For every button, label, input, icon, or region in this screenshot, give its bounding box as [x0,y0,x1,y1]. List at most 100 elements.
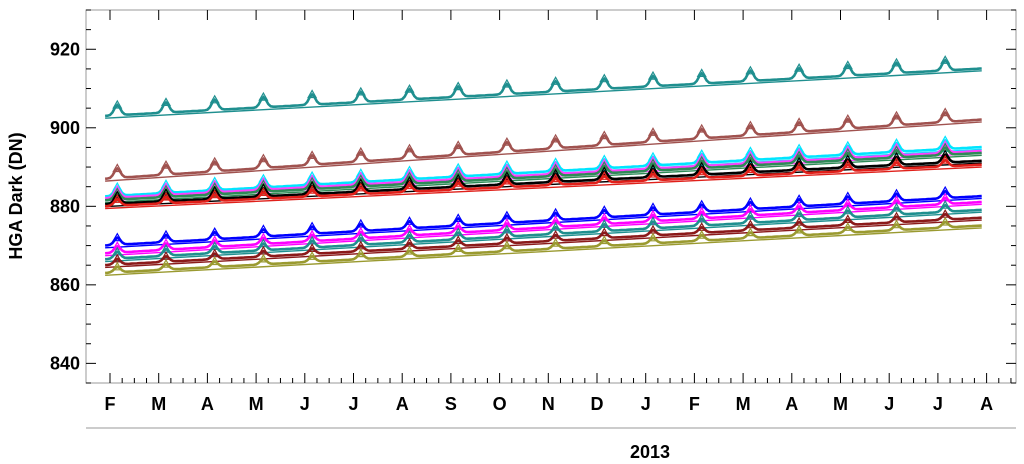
data-point-marker [696,68,707,77]
trend-line [105,203,982,257]
data-point-marker [160,159,172,169]
data-series-line [105,220,982,275]
trend-line [105,166,982,210]
data-point-marker [404,143,415,153]
data-point-marker [647,70,659,80]
data-series-line [104,143,982,200]
data-point-marker [501,136,512,146]
data-point-marker [307,184,318,194]
x-tick-label: M [736,394,751,414]
x-tick-label: N [542,394,555,414]
data-series-line [104,203,982,261]
data-series-line [104,58,982,118]
data-point-marker [745,65,756,75]
year-label: 2013 [630,442,670,462]
data-point-marker [696,166,707,176]
data-point-marker [647,168,659,178]
data-point-marker [209,226,220,236]
data-point-marker [794,224,805,234]
data-point-marker [940,107,951,117]
data-series-line [104,158,982,208]
data-point-marker [599,73,610,83]
data-point-marker [794,62,805,72]
trend-line [105,70,982,119]
data-point-marker [550,173,561,183]
plot-frame [85,9,1017,384]
data-point-marker [794,156,805,166]
trend-line [105,219,982,269]
data-point-marker [696,213,707,223]
data-series-line [104,138,982,198]
data-point-marker [550,237,561,247]
data-point-marker [501,240,512,250]
data-point-marker [891,151,902,161]
data-point-marker [112,261,123,271]
data-point-marker [112,99,123,109]
data-point-marker [745,120,756,130]
trend-line [105,211,982,263]
data-point-marker [794,161,805,171]
data-point-marker [258,253,269,263]
data-point-marker [160,191,172,201]
x-tick-label: F [689,394,700,414]
data-point-marker [599,130,610,140]
data-point-marker [307,251,318,260]
data-point-marker [550,76,561,85]
data-series-line [104,212,982,267]
x-tick-label: J [348,394,358,414]
data-point-marker [112,241,123,250]
x-tick-label: S [445,394,457,414]
data-point-marker [160,97,172,106]
data-point-marker [891,57,902,67]
data-point-marker [599,171,610,180]
x-tick-label: A [396,394,409,414]
data-point-marker [112,163,123,173]
data-point-marker [501,175,512,185]
data-point-marker [745,164,756,173]
data-series-line [104,110,982,181]
x-tick-label: J [641,394,651,414]
data-point-marker [647,127,659,136]
data-point-marker [404,245,415,255]
y-tick-label: 900 [50,118,80,138]
data-point-marker [891,110,902,120]
x-tick-label: A [201,394,214,414]
data-point-marker [501,166,512,176]
data-point-marker [355,146,366,156]
y-axis-label: HGA Dark (DN) [6,132,26,259]
data-point-marker [112,232,123,242]
data-point-marker [696,123,707,133]
data-point-marker [940,154,951,164]
data-point-marker [258,153,269,163]
data-point-marker [842,154,853,164]
data-point-marker [355,182,366,192]
data-point-marker [550,163,561,173]
data-point-marker [696,229,707,239]
data-point-marker [209,256,220,266]
data-point-marker [404,180,415,190]
series-layer [104,55,982,276]
data-point-marker [599,160,610,170]
x-tick-label: A [980,394,993,414]
data-point-marker [647,163,659,173]
data-series-line [104,152,982,206]
data-point-marker [307,89,318,99]
data-point-marker [307,150,318,159]
x-tick-label: O [493,394,507,414]
data-point-marker [404,83,415,93]
data-point-marker [209,156,220,166]
x-tick-label: M [833,394,848,414]
data-point-marker [453,177,464,187]
data-point-marker [160,238,172,248]
data-series-line [104,189,982,247]
trend-line [105,227,982,276]
data-point-marker [453,168,464,178]
data-point-marker [647,158,659,168]
data-point-marker [940,216,951,226]
data-point-marker [745,210,756,220]
data-point-marker [209,189,220,199]
x-tick-label: F [105,394,116,414]
data-point-marker [940,199,951,209]
data-point-marker [355,86,366,96]
